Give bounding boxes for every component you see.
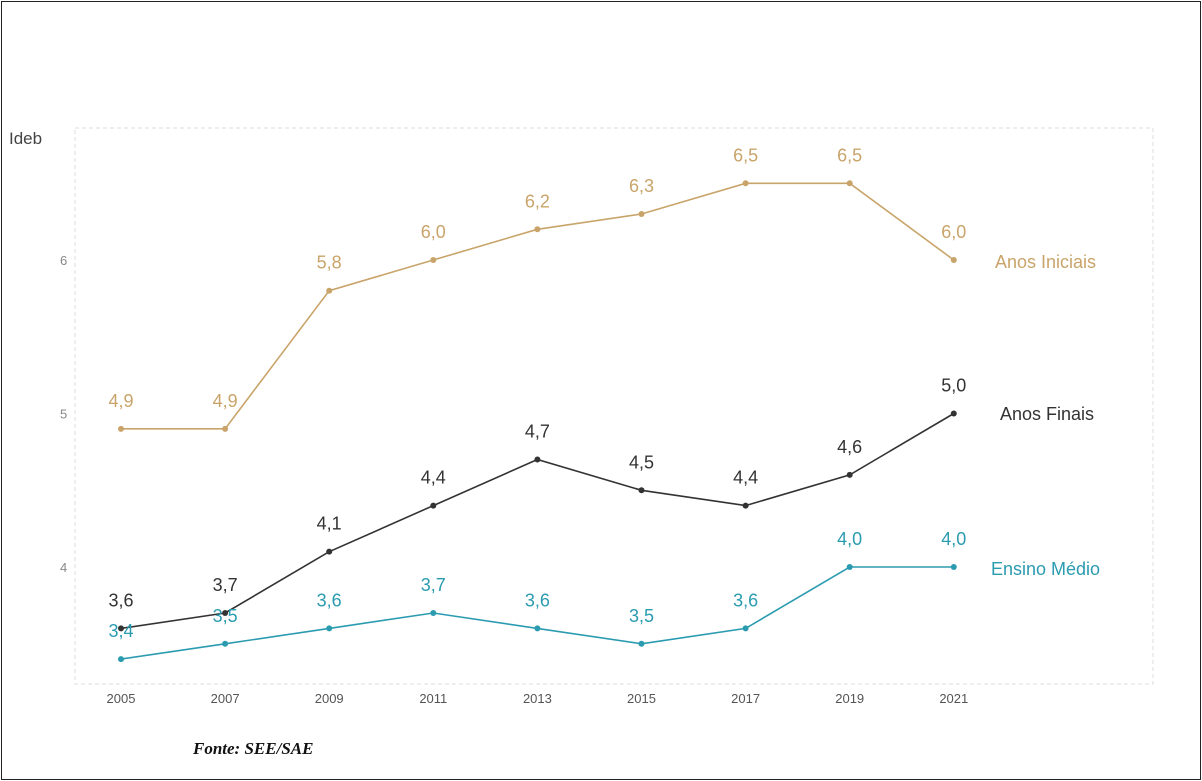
data-label: 3,6 (733, 590, 758, 610)
data-point (742, 502, 749, 509)
data-point (742, 180, 749, 187)
data-label: 4,0 (941, 529, 966, 549)
data-point (430, 502, 437, 509)
data-label: 3,6 (525, 590, 550, 610)
data-point (222, 610, 229, 617)
data-point (326, 287, 333, 294)
y-axis-label: Ideb (9, 129, 42, 148)
data-point (638, 487, 645, 494)
data-label: 4,7 (525, 422, 550, 442)
data-label: 4,4 (733, 468, 758, 488)
x-tick-label: 2005 (107, 691, 136, 706)
data-label: 4,6 (837, 437, 862, 457)
data-point (534, 456, 541, 463)
series-line (121, 182, 955, 430)
x-tick-label: 2021 (939, 691, 968, 706)
data-label: 4,9 (213, 391, 238, 411)
data-label: 3,5 (629, 606, 654, 626)
data-label: 6,0 (421, 222, 446, 242)
data-label: 4,1 (317, 514, 342, 534)
data-point (846, 471, 853, 478)
data-label: 6,2 (525, 191, 550, 211)
x-tick-label: 2009 (315, 691, 344, 706)
data-point (326, 548, 333, 555)
data-point (950, 564, 957, 570)
series-end-label: Ensino Médio (991, 559, 1100, 579)
series-line (120, 566, 954, 660)
data-label: 5,0 (941, 376, 966, 396)
data-point (950, 257, 957, 263)
data-point (950, 410, 957, 417)
x-tick-label: 2015 (627, 691, 656, 706)
data-label: 5,8 (317, 253, 342, 273)
y-tick-label: 4 (60, 560, 67, 575)
y-tick-label: 6 (60, 253, 67, 268)
series-end-label: Anos Iniciais (995, 252, 1096, 272)
x-tick-label: 2019 (835, 691, 864, 706)
data-label: 4,5 (629, 452, 654, 472)
data-label: 3,7 (213, 575, 238, 595)
data-point (638, 210, 645, 217)
data-label: 4,9 (108, 391, 133, 411)
plot-area-border (74, 127, 1154, 685)
data-point (222, 425, 229, 432)
y-tick-label: 5 (60, 407, 67, 422)
data-point (430, 610, 437, 617)
data-label: 3,6 (317, 590, 342, 610)
data-point (118, 625, 124, 632)
data-point (534, 226, 541, 233)
data-label: 6,3 (629, 176, 654, 196)
data-label: 3,5 (213, 606, 238, 626)
data-point (430, 257, 437, 263)
data-point (638, 640, 645, 647)
data-point (846, 564, 853, 570)
data-label: 3,7 (421, 575, 446, 595)
data-point (742, 625, 749, 632)
x-tick-label: 2007 (211, 691, 240, 706)
data-point (326, 625, 333, 632)
data-point (118, 425, 124, 432)
data-point (222, 640, 229, 647)
data-label: 4,0 (837, 529, 862, 549)
data-point (534, 625, 541, 632)
data-label: 4,4 (421, 468, 446, 488)
data-label: 6,5 (837, 145, 862, 165)
data-point (846, 180, 853, 187)
data-label: 3,4 (108, 621, 133, 641)
data-label: 6,0 (941, 222, 966, 242)
x-tick-label: 2017 (731, 691, 760, 706)
data-label: 3,6 (108, 590, 133, 610)
data-point (118, 656, 124, 663)
source-caption: Fonte: SEE/SAE (193, 739, 314, 758)
x-tick-label: 2011 (419, 691, 447, 706)
data-label: 6,5 (733, 145, 758, 165)
x-tick-label: 2013 (523, 691, 552, 706)
series-end-label: Anos Finais (1000, 404, 1094, 424)
